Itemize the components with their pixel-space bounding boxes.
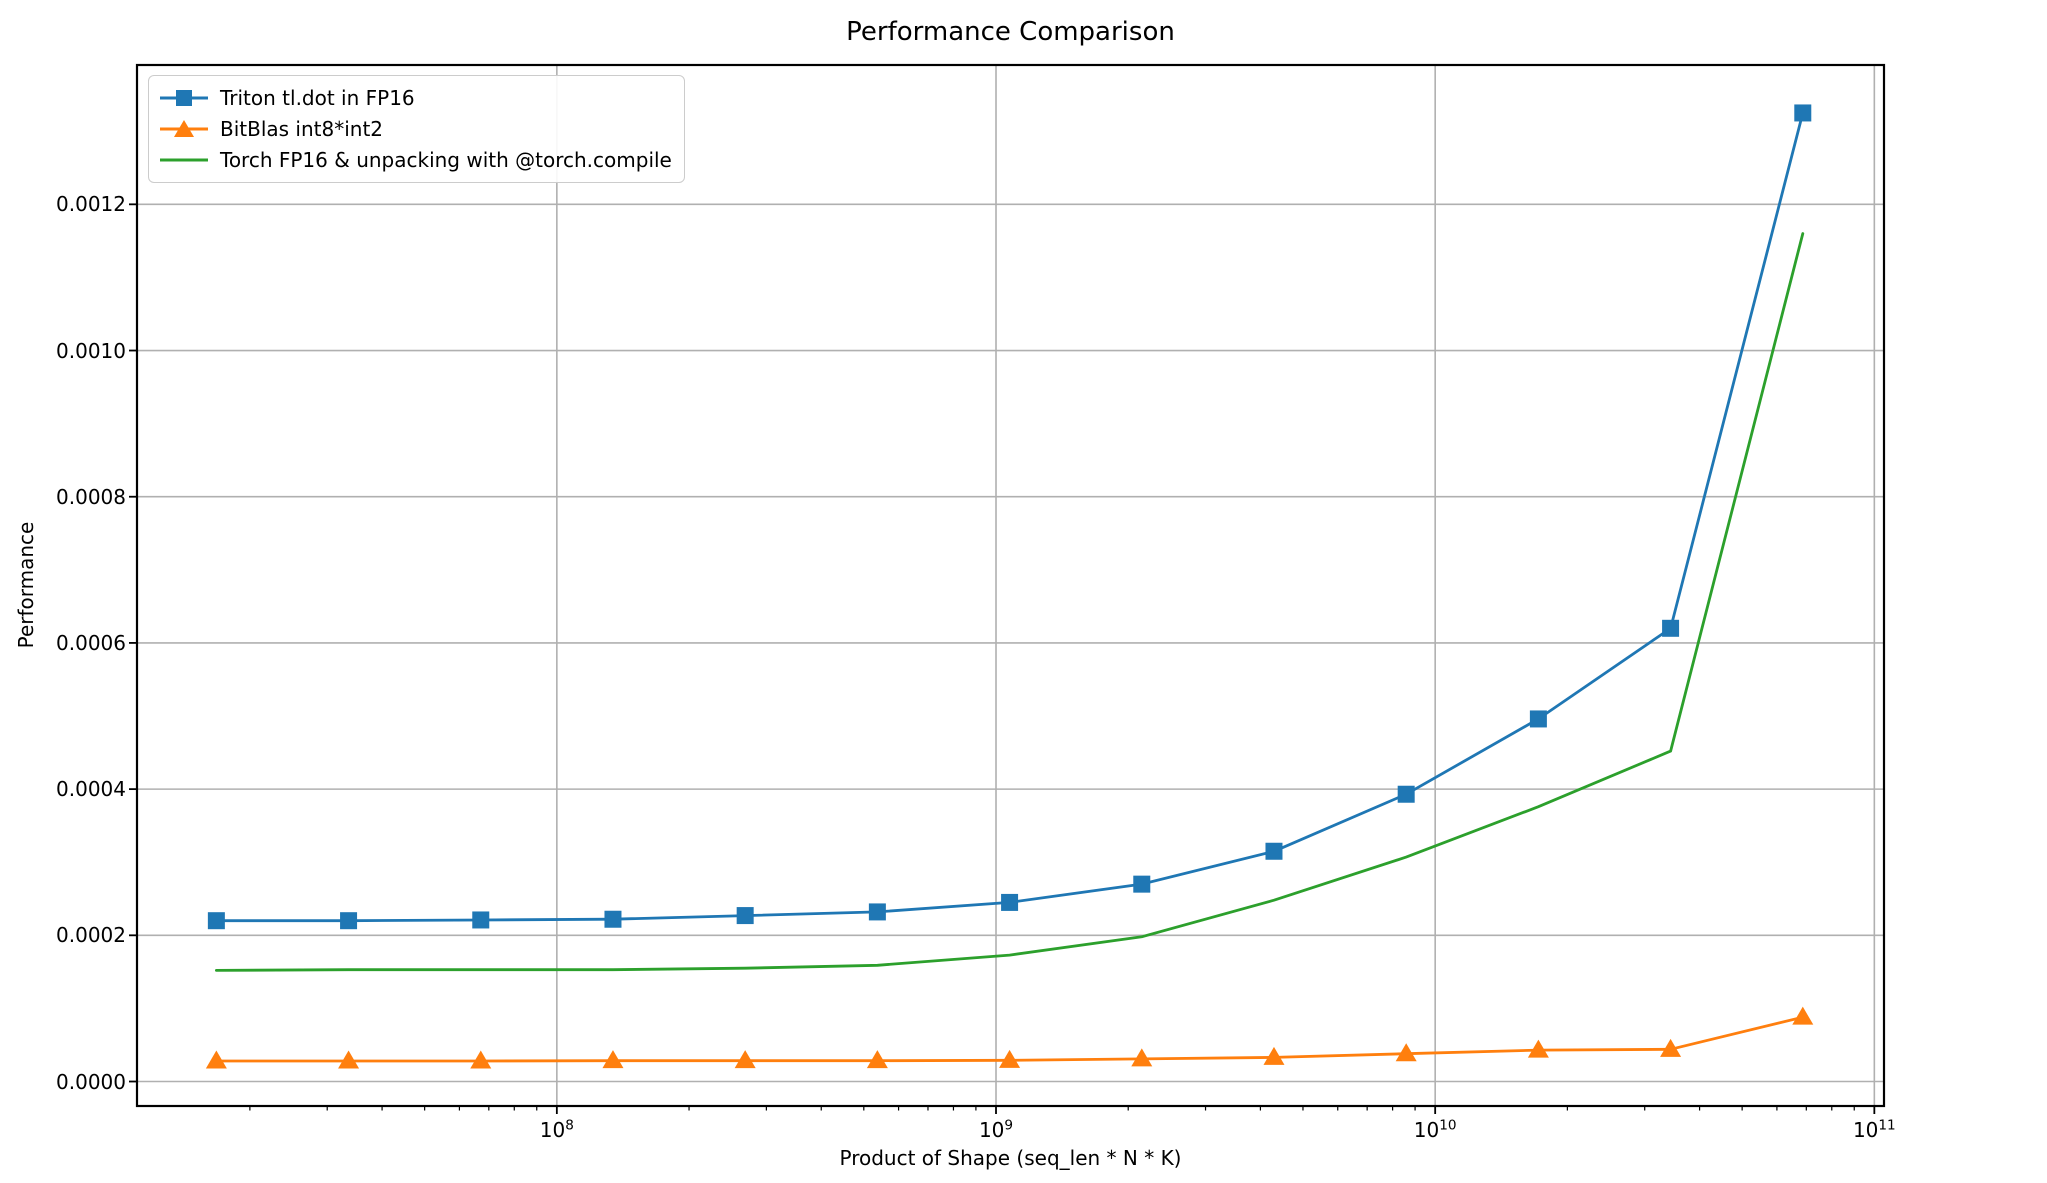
x-tick-label: 1010 [1413, 1117, 1457, 1142]
legend-label: Torch FP16 & unpacking with @torch.compi… [220, 148, 672, 172]
y-tick-label: 0.0012 [56, 192, 126, 217]
series-1-marker [1395, 1043, 1417, 1062]
y-tick-label: 0.0008 [56, 484, 126, 509]
series-0-marker [1133, 875, 1151, 893]
series-1-marker [470, 1050, 492, 1069]
series-0-marker [1397, 785, 1415, 803]
y-tick-label: 0.0006 [56, 630, 126, 655]
series-1-marker [866, 1050, 888, 1069]
y-axis-label: Performance [14, 521, 38, 649]
series-1-marker [999, 1049, 1021, 1068]
series-0-marker [1001, 893, 1019, 911]
series-0-marker [604, 910, 622, 928]
legend-marker-icon [160, 90, 208, 106]
series-line-2 [214, 232, 1805, 972]
series-1-marker [1660, 1038, 1682, 1057]
series-0-marker [207, 912, 225, 930]
series-1-marker [205, 1050, 227, 1069]
legend-item-0: Triton tl.dot in FP16 [158, 83, 672, 113]
x-axis-label: Product of Shape (seq_len * N * K) [839, 1146, 1182, 1170]
series-0-marker [1529, 710, 1547, 728]
legend-item-2: Torch FP16 & unpacking with @torch.compi… [158, 145, 672, 175]
series-0-marker [1662, 619, 1680, 637]
y-tick-label: 0.0000 [56, 1069, 126, 1094]
series-1-marker [1131, 1048, 1153, 1067]
y-tick-label: 0.0002 [56, 923, 126, 948]
series-1-marker [602, 1050, 624, 1069]
series-line-0 [214, 111, 1805, 923]
series-1-marker [1527, 1039, 1549, 1058]
chart-title: Performance Comparison [846, 17, 1175, 47]
series-1-marker [1263, 1046, 1285, 1065]
legend-marker-icon [160, 158, 208, 162]
series-0-marker [868, 903, 886, 921]
x-tick-label: 109 [978, 1117, 1014, 1142]
legend-label: BitBlas int8*int2 [220, 117, 384, 141]
legend: Triton tl.dot in FP16 BitBlas int8*int2 To… [148, 75, 685, 183]
legend-label: Triton tl.dot in FP16 [220, 86, 415, 110]
series-0-marker [340, 912, 358, 930]
y-tick-label: 0.0004 [56, 777, 126, 802]
series-1-marker [338, 1050, 360, 1069]
legend-item-1: BitBlas int8*int2 [158, 114, 672, 144]
series-0-marker [1265, 842, 1283, 860]
y-tick-label: 0.0010 [56, 338, 126, 363]
series-0-marker [1794, 104, 1812, 122]
legend-marker-icon [160, 120, 208, 137]
series-1-marker [1792, 1006, 1814, 1025]
axes-frame [135, 63, 1886, 1108]
series-0-marker [736, 907, 754, 925]
series-1-marker [734, 1050, 756, 1069]
series-0-marker [472, 911, 490, 929]
x-tick-label: 1011 [1852, 1117, 1896, 1142]
x-tick-label: 108 [539, 1117, 574, 1142]
